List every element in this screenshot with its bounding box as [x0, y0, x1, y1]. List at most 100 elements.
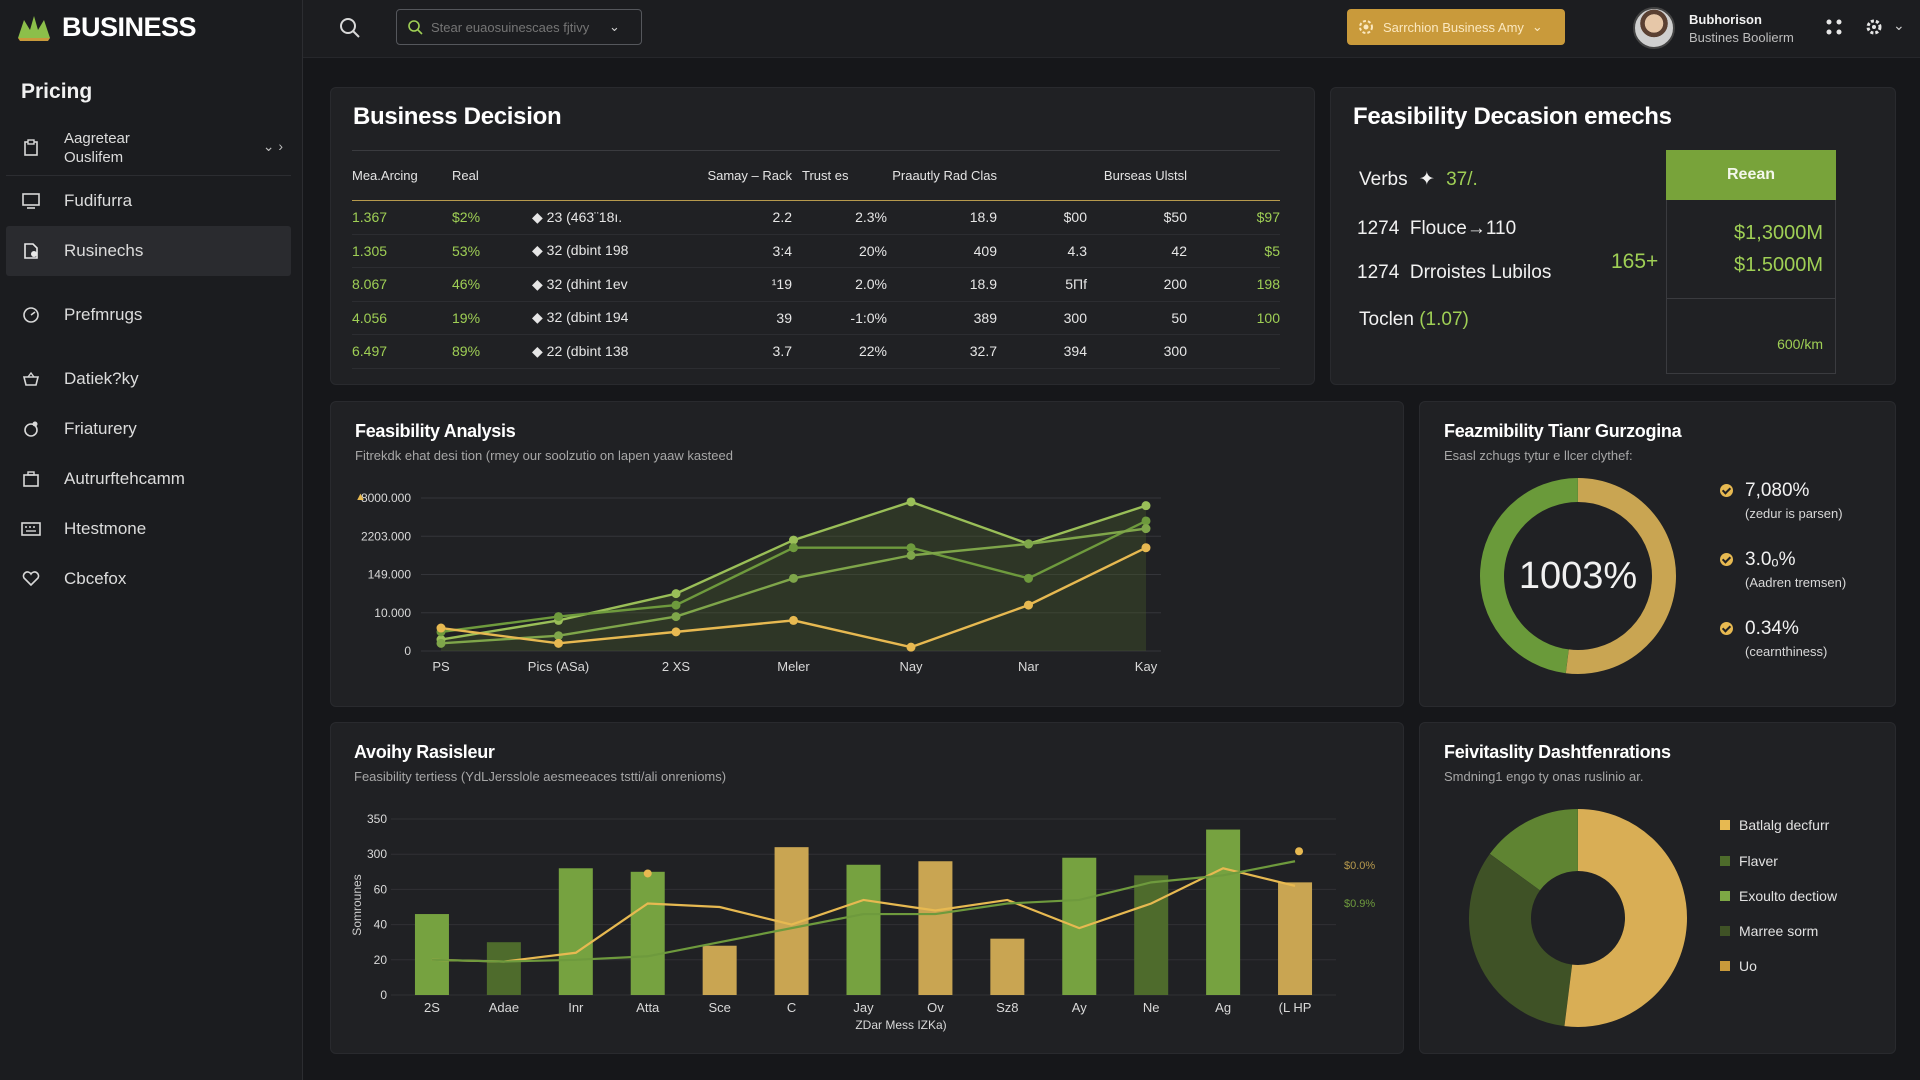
column-header — [532, 150, 692, 201]
user-role: Bustines Boolierm — [1689, 29, 1794, 45]
sidebar-item-friaturery[interactable]: Friaturery — [6, 404, 291, 454]
chevron-down-icon[interactable]: ⌄ › — [262, 138, 283, 154]
table-cell: 8.067 — [352, 267, 452, 302]
x-tick-label: C — [787, 1000, 796, 1015]
column-header[interactable]: Samay – Rack — [692, 150, 792, 201]
donut-slice-green — [1489, 809, 1580, 892]
table-cell: 1.367 — [352, 200, 452, 235]
business-selector-button[interactable]: Sarrchion Business Amy ⌄ — [1347, 9, 1565, 45]
data-point — [789, 573, 798, 583]
legend-item: 0.34% (cearnthiness) — [1720, 618, 1827, 659]
column-header — [1187, 150, 1280, 201]
briefcase-icon — [20, 468, 42, 490]
sidebar-nav: Aagretear Ouslifem ⌄ › Fudifurra Rusinec… — [6, 120, 291, 604]
settings-icon — [1359, 20, 1373, 34]
table-row[interactable]: 1.305 53% ◆ 32 (dbint 198 3:4 20% 409 4.… — [352, 234, 1280, 268]
basket-icon — [20, 368, 42, 390]
search-input[interactable] — [431, 19, 601, 35]
sidebar-item-fudifurra[interactable]: Fudifurra — [6, 176, 291, 226]
y-tick-label: 0 — [404, 644, 411, 658]
bar-gold — [1278, 882, 1313, 995]
legend-item: Marree sorm — [1720, 923, 1818, 939]
table-cell: ◆ 32 (dbint 194 — [532, 301, 692, 335]
data-point — [554, 612, 563, 622]
legend-label: (Aadren tremsen) — [1745, 575, 1847, 590]
table-cell: $97 — [1187, 200, 1280, 235]
metric-row: 1274 Drroistes Lubilos — [1357, 262, 1551, 284]
bar-green — [414, 914, 449, 995]
bar-green — [630, 871, 665, 995]
sidebar-item-label: Prefmrugs — [64, 305, 143, 324]
table-row[interactable]: 8.067 46% ◆ 32 (dhint 1ev ¹19 2.0% 18.9 … — [352, 267, 1280, 302]
legend-label: Marree sorm — [1739, 923, 1819, 939]
legend-swatch — [1720, 961, 1730, 971]
metric-label: Drroistes Lubilos — [1409, 262, 1552, 283]
table-row[interactable]: 1.367 $2% ◆ 23 (463¨18ı. 2.2 2.3% 18.9 $… — [352, 200, 1280, 235]
data-point — [789, 535, 798, 545]
chevron-down-icon[interactable]: ⌄ — [1893, 17, 1905, 33]
data-point — [1024, 600, 1033, 610]
data-point — [1141, 516, 1151, 526]
sidebar-item-aagretear[interactable]: Aagretear Ouslifem ⌄ › — [6, 120, 291, 176]
column-header[interactable]: Burseas Ulstsl — [1087, 150, 1187, 201]
sidebar-item-htestmone[interactable]: Htestmone — [6, 504, 291, 554]
sidebar-item-label: Htestmone — [64, 519, 147, 538]
x-tick-label: Sz8 — [996, 1000, 1018, 1015]
brand[interactable]: BUSINESS — [16, 12, 197, 43]
y-tick-label: 350 — [367, 812, 387, 826]
leaf-crown-logo-icon — [18, 15, 50, 41]
table-cell: 100 — [1187, 301, 1280, 335]
legend-swatch — [1720, 856, 1730, 866]
bar-gold — [990, 938, 1025, 995]
dashtfenrations-panel: Feivitaslity Dashtfenrations Smdning1 en… — [1419, 722, 1896, 1054]
column-header[interactable]: Mea.Arcing — [352, 150, 452, 201]
x-tick-label: Ay — [1072, 1000, 1087, 1015]
feasibility-decision-panel: Feasibility Decasion emechs Verbs ✦ 37/.… — [1330, 87, 1896, 385]
x-tick-label: 2S — [424, 1000, 440, 1015]
search-field[interactable]: ⌄ — [396, 9, 642, 45]
gear-icon[interactable] — [1863, 16, 1885, 38]
legend-swatch — [1720, 926, 1730, 936]
sidebar-item-label: Fudifurra — [64, 191, 133, 210]
x-tick-label: 2 XS — [662, 659, 691, 674]
table-cell: 4.056 — [352, 301, 452, 335]
metric-row: 1274 Flouce→110 — [1357, 218, 1516, 240]
avatar[interactable] — [1633, 7, 1675, 49]
table-row[interactable]: 4.056 19% ◆ 32 (dbint 194 39 -1:0% 389 3… — [352, 301, 1280, 335]
sidebar-item-autrurftehcamm[interactable]: Autrurftehcamm — [6, 454, 291, 504]
y-tick-label: 20 — [374, 953, 388, 967]
apps-grid-icon[interactable] — [1823, 16, 1845, 38]
sidebar-item-rusinechs[interactable]: Rusinechs — [6, 226, 291, 276]
table-cell: -1:0% — [792, 301, 887, 335]
sidebar-item-datiekky[interactable]: Datiek?ky — [6, 354, 291, 404]
chevron-down-icon: ⌄ — [1531, 19, 1543, 34]
sidebar-item-label: Cbcefox — [64, 569, 127, 588]
panel-title: Feasibility Decasion emechs — [1353, 103, 1672, 130]
money-value: $1.5000M — [1734, 254, 1823, 276]
column-header[interactable]: Praautly Rad Clas — [887, 150, 997, 201]
brand-name: BUSINESS — [62, 12, 197, 42]
x-tick-label: Kay — [1135, 659, 1158, 674]
column-header[interactable]: Trust es — [792, 150, 887, 201]
column-header[interactable]: Real — [452, 150, 532, 201]
table-row[interactable]: 6.497 89% ◆ 22 (dbint 138 3.7 22% 32.7 3… — [352, 334, 1280, 369]
sidebar-item-cbcefox[interactable]: Cbcefox — [6, 554, 291, 604]
donut-slice-gold — [1565, 478, 1676, 674]
data-point — [789, 543, 798, 553]
x-tick-label: Nar — [1018, 659, 1040, 674]
search-icon — [408, 20, 423, 35]
legend-label: Flaver — [1739, 853, 1778, 869]
table-cell: 46% — [452, 267, 532, 302]
chevron-down-icon[interactable]: ⌄ — [609, 19, 620, 34]
table-cell: 32.7 — [887, 334, 997, 369]
search-icon[interactable] — [336, 14, 364, 42]
data-point — [554, 638, 563, 648]
reean-button[interactable]: Reean — [1666, 150, 1836, 200]
table-cell: 89% — [452, 334, 532, 369]
user-profile[interactable]: Bubhorison Bustines Boolierm — [1633, 7, 1794, 49]
y-axis-label: Somrounes — [350, 874, 364, 935]
right-axis-label: $0.0% — [1344, 860, 1375, 872]
sidebar-section-title: Pricing — [21, 80, 93, 103]
donut-center-label: 1003% — [1519, 555, 1637, 597]
sidebar-item-prefmrugs[interactable]: Prefmrugs — [6, 290, 291, 340]
